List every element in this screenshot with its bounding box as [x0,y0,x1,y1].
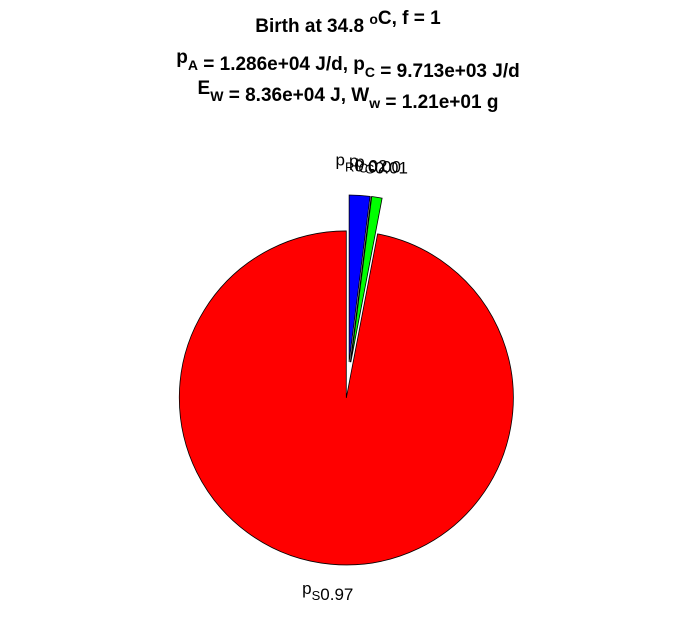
title-part: p [176,47,188,68]
title-part: Birth at 34.8 [255,16,369,37]
pie-slice [178,230,514,566]
title-part: = 1.21e+01 g [380,92,498,113]
title-part: W [210,88,224,104]
title-part: A [188,57,198,73]
label-subscript: R [345,159,354,174]
label-value: 0.01 [375,159,408,178]
slice-label: pC0.00 [349,152,401,177]
label-value: 0.02 [354,156,387,175]
label-subscript: S [312,588,321,603]
slice-label: pS0.97 [302,579,353,604]
title-part: = 1.286e+04 J/d, p [198,54,365,75]
label-subscript: C [358,161,367,176]
title-part: o [369,11,378,27]
slice-label: pG0.01 [355,153,408,178]
title-part: = 8.36e+04 J, W [223,85,369,106]
label-name: p [355,153,364,172]
label-subscript: G [365,162,375,177]
label-value: 0.97 [320,585,353,604]
label-value: 0.00 [368,158,401,177]
title-part: E [198,78,211,99]
pie-slice [348,194,371,363]
chart-title: EW = 8.36e+04 J, Ww = 1.21e+01 g [198,78,499,113]
slice-label: pR0.02 [336,150,388,175]
chart-title: Birth at 34.8 oC, f = 1 [255,8,441,37]
title-part: = 9.713e+03 J/d [375,61,520,82]
title-part: C [365,64,375,80]
pie-slice [349,196,372,363]
label-name: p [336,150,345,169]
title-part: w [368,95,380,111]
pie-slice [350,196,383,363]
chart-title: pA = 1.286e+04 J/d, pC = 9.713e+03 J/d [176,47,519,82]
label-name: p [349,152,358,171]
label-name: p [302,579,311,598]
title-part: C, f = 1 [378,8,441,29]
